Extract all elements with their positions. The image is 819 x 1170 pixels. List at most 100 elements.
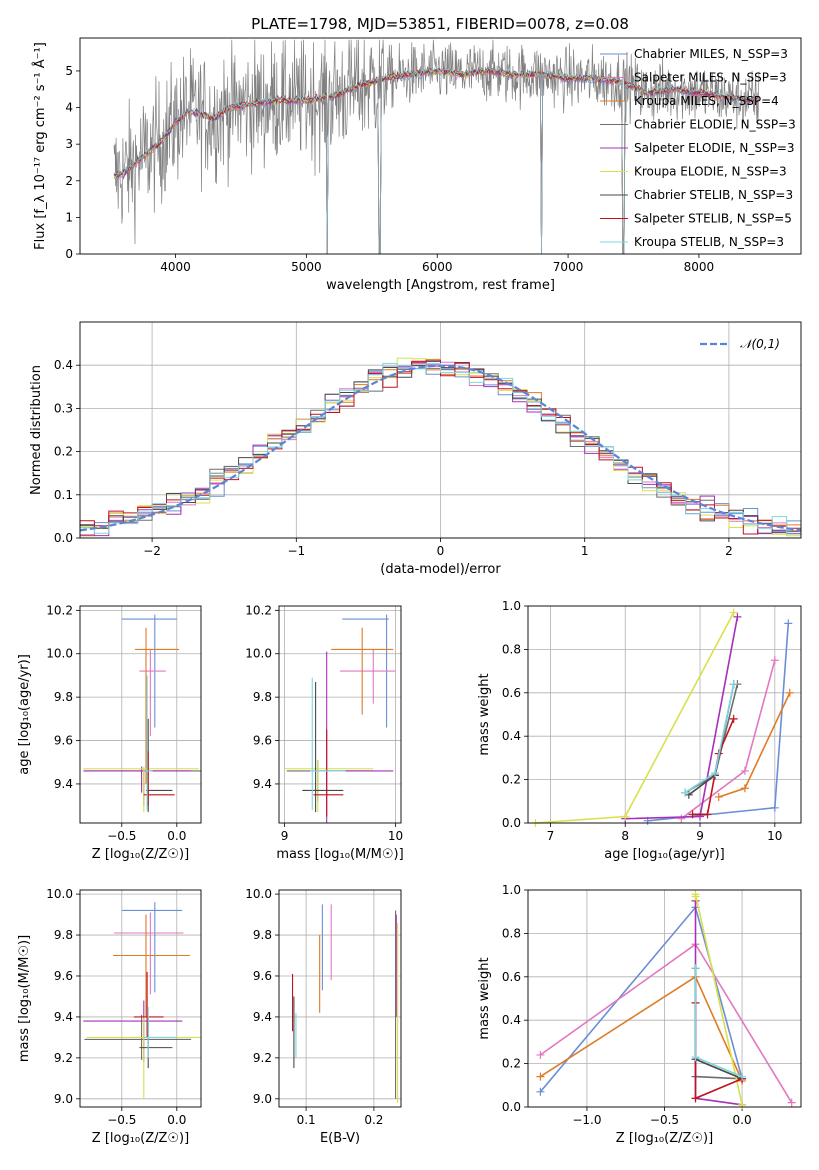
y-axis-label: mass weight bbox=[477, 957, 492, 1039]
weight-line-2 bbox=[539, 943, 793, 1104]
x-tick-label: 4000 bbox=[160, 260, 191, 274]
y-tick-label: 9.4 bbox=[253, 1010, 272, 1024]
y-tick-label: 0.8 bbox=[502, 926, 521, 940]
y-tick-label: 0.0 bbox=[502, 816, 521, 830]
x-tick-label: 1 bbox=[581, 544, 589, 558]
weight-marker bbox=[733, 612, 742, 621]
observed-spectrum bbox=[113, 39, 760, 245]
y-tick-label: 1.0 bbox=[502, 883, 521, 897]
x-tick-label: −1.0 bbox=[572, 1113, 601, 1127]
weight-line-9 bbox=[684, 683, 735, 794]
weight-marker bbox=[710, 769, 719, 778]
y-tick-label: 0.8 bbox=[502, 642, 521, 656]
x-tick-label: 8000 bbox=[684, 260, 715, 274]
y-tick-label: 9.8 bbox=[253, 928, 272, 942]
x-tick-label: 10 bbox=[388, 829, 403, 843]
y-tick-label: 9.4 bbox=[253, 777, 272, 791]
axes-frame bbox=[527, 889, 802, 1108]
age-vs-Z-panel: −0.5 0.0 9.4 9.6 9.8 10.0 10.2 Z [log₁₀(Z/Z☉)] a… bbox=[17, 603, 202, 862]
weight-marker bbox=[691, 964, 700, 973]
legend-label: 𝒩(0,1) bbox=[740, 337, 780, 351]
weight-marker bbox=[770, 656, 779, 665]
x-tick-label: 5000 bbox=[291, 260, 322, 274]
model-spectrum-9 bbox=[113, 66, 759, 255]
y-tick-label: 9.4 bbox=[54, 1010, 73, 1024]
x-axis-label: Z [log₁₀(Z/Z☉)] bbox=[92, 1131, 189, 1146]
weight-marker bbox=[703, 810, 712, 819]
weight-marker bbox=[784, 619, 793, 628]
weight-line-7 bbox=[688, 683, 735, 796]
legend-label: Chabrier MILES, N_SSP=3 bbox=[634, 47, 788, 61]
weight-marker bbox=[738, 1072, 747, 1081]
weight-marker bbox=[714, 792, 723, 801]
legend-label: Chabrier STELIB, N_SSP=3 bbox=[634, 188, 793, 202]
x-tick-label: 0.0 bbox=[733, 1113, 752, 1127]
legend-label: Salpeter STELIB, N_SSP=5 bbox=[634, 212, 792, 226]
weight-marker bbox=[536, 1050, 545, 1059]
weight-marker bbox=[738, 1100, 747, 1109]
y-tick-label: 10.0 bbox=[245, 887, 272, 901]
axes-frame bbox=[79, 605, 202, 824]
x-tick-label: 2 bbox=[725, 544, 733, 558]
weight-marker bbox=[681, 788, 690, 797]
legend-label: Kroupa ELODIE, N_SSP=3 bbox=[634, 165, 787, 179]
weight-marker bbox=[770, 803, 779, 812]
x-tick-label: −0.5 bbox=[107, 1113, 136, 1127]
y-tick-label: 0.0 bbox=[54, 531, 73, 545]
weight-marker bbox=[740, 784, 749, 793]
figure-title: PLATE=1798, MJD=53851, FIBERID=0078, z=0… bbox=[251, 15, 629, 33]
y-tick-label: 9.8 bbox=[54, 690, 73, 704]
legend-label: Kroupa STELIB, N_SSP=3 bbox=[634, 235, 784, 249]
x-tick-label: 0 bbox=[437, 544, 445, 558]
y-axis-label: mass [log₁₀(M/M☉)] bbox=[17, 935, 32, 1062]
x-tick-label: 0.1 bbox=[297, 1113, 316, 1127]
y-tick-label: 9.0 bbox=[253, 1092, 272, 1106]
y-axis-label: Flux [f_λ 10⁻¹⁷ erg cm⁻² s⁻¹ Å⁻¹] bbox=[32, 42, 48, 250]
x-tick-label: 0.2 bbox=[364, 1113, 383, 1127]
x-tick-label: −0.5 bbox=[650, 1113, 679, 1127]
weight-marker bbox=[729, 680, 738, 689]
y-tick-label: 0.6 bbox=[502, 686, 521, 700]
weight-marker bbox=[536, 1087, 545, 1096]
x-axis-label: Z [log₁₀(Z/Z☉)] bbox=[92, 847, 189, 862]
x-axis-label: Z [log₁₀(Z/Z☉)] bbox=[616, 1131, 713, 1146]
y-tick-label: 9.8 bbox=[54, 928, 73, 942]
x-tick-label: 10 bbox=[767, 829, 782, 843]
x-axis-label: (data-model)/error bbox=[380, 562, 501, 577]
y-axis-label: mass weight bbox=[477, 673, 492, 755]
x-tick-label: 7000 bbox=[553, 260, 584, 274]
y-tick-label: 0.1 bbox=[54, 488, 73, 502]
y-tick-label: 0.4 bbox=[54, 358, 73, 372]
y-tick-label: 2 bbox=[65, 174, 73, 188]
y-tick-label: 0.6 bbox=[502, 970, 521, 984]
spectrum-legend: Chabrier MILES, N_SSP=3 Salpeter MILES, N… bbox=[600, 47, 796, 249]
normal-curve bbox=[79, 364, 802, 532]
x-tick-label: 6000 bbox=[422, 260, 453, 274]
axes-frame bbox=[527, 605, 802, 824]
axes-frame bbox=[79, 889, 202, 1108]
axes-frame bbox=[79, 321, 802, 539]
residuals-panel: −2 −1 0 1 2 0.0 0.1 0.2 0.3 0.4 (data-model)/error… bbox=[29, 321, 802, 577]
y-tick-label: 1.0 bbox=[502, 599, 521, 613]
weight-marker bbox=[740, 766, 749, 775]
mass-vs-EBV-panel: 0.1 0.2 9.0 9.2 9.4 9.6 9.8 10.0 E(B-V) bbox=[245, 887, 402, 1146]
axes-frame bbox=[278, 889, 402, 1108]
x-tick-label: 9 bbox=[696, 829, 704, 843]
y-tick-label: 9.4 bbox=[54, 777, 73, 791]
legend-label: Chabrier ELODIE, N_SSP=3 bbox=[634, 118, 796, 132]
weight-line-9 bbox=[694, 968, 743, 1078]
panels: 4000 5000 6000 7000 8000 0 1 2 3 4 5 wavelength [An… bbox=[17, 37, 802, 1146]
y-tick-label: 0.4 bbox=[502, 1013, 521, 1027]
y-tick-label: 0 bbox=[65, 247, 73, 261]
y-tick-label: 9.2 bbox=[54, 1051, 73, 1065]
y-tick-label: 10.0 bbox=[46, 647, 73, 661]
weight-marker bbox=[691, 890, 700, 899]
x-tick-label: 9 bbox=[281, 829, 289, 843]
y-tick-label: 9.2 bbox=[253, 1051, 272, 1065]
x-tick-label: 7 bbox=[547, 829, 555, 843]
weight-line-8 bbox=[692, 718, 735, 816]
weight-marker bbox=[787, 1098, 796, 1107]
x-axis-label: wavelength [Angstrom, rest frame] bbox=[326, 278, 555, 293]
x-axis-label: mass [log₁₀(M/M☉)] bbox=[276, 847, 403, 862]
x-tick-label: −2 bbox=[143, 544, 161, 558]
